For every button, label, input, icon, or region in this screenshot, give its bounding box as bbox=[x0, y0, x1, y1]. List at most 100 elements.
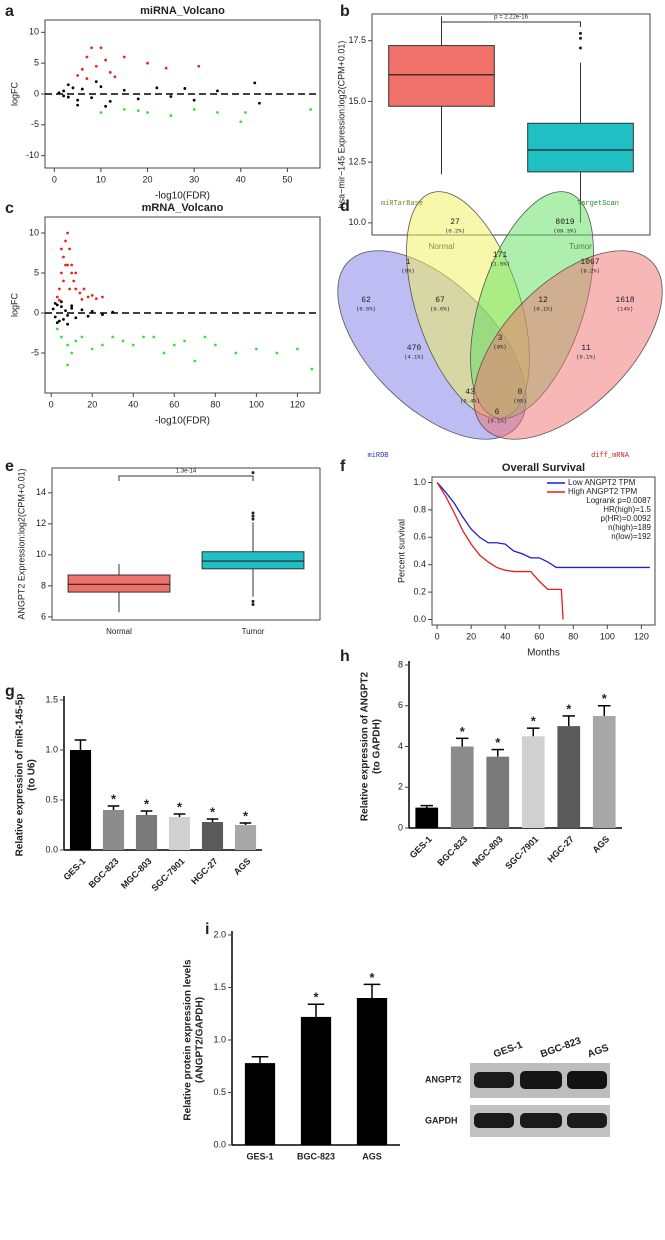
panel: e 6 8 10 12 14 ANGPT2 Expression:log2(CPM+0.01… bbox=[5, 458, 321, 636]
chart-title: mRNA_Volcano bbox=[142, 202, 224, 214]
point bbox=[146, 111, 149, 114]
point bbox=[239, 120, 243, 124]
bar bbox=[102, 810, 125, 850]
blot-band bbox=[474, 1113, 514, 1128]
venn-count: 27 bbox=[450, 218, 460, 227]
panel-letter: d bbox=[340, 198, 350, 215]
y-axis-label: logFC bbox=[9, 293, 19, 318]
x-tick-label: SGC-7901 bbox=[149, 856, 186, 893]
significance-mark: * bbox=[210, 804, 216, 819]
venn: miRDB miRTarBase TargetScan diff_mRNA 27(0.2… bbox=[337, 191, 663, 460]
chart-title: miRNA_Volcano bbox=[140, 5, 225, 17]
blot-band bbox=[567, 1071, 607, 1089]
point bbox=[108, 71, 112, 74]
point bbox=[70, 271, 74, 275]
point bbox=[62, 255, 65, 259]
point bbox=[90, 96, 94, 100]
significance-mark: * bbox=[531, 714, 537, 729]
y-axis-label: hsa−mir−145 Expression:log2(CPM+0.01) bbox=[336, 41, 346, 209]
venn-percent: (0%) bbox=[493, 343, 506, 350]
point bbox=[309, 108, 313, 111]
x-tick-label: GES-1 bbox=[408, 834, 434, 860]
venn-percent: (0.1%) bbox=[576, 353, 596, 360]
panel-letter: c bbox=[5, 200, 14, 217]
point bbox=[197, 64, 201, 68]
y-axis-label: Relative protein expression levels bbox=[183, 959, 194, 1121]
legend-note: n(high)=189 bbox=[608, 523, 651, 532]
point bbox=[64, 309, 67, 312]
point bbox=[101, 295, 104, 299]
y-axis-label: Relative expression of ANGPT2 bbox=[360, 672, 371, 822]
y-tick-label: 1.0 bbox=[213, 1034, 226, 1044]
outlier bbox=[251, 511, 255, 515]
legend-note: n(low)=192 bbox=[611, 532, 651, 541]
x-tick-label: 0 bbox=[52, 174, 57, 184]
panel: h 0 2 4 6 8 Relative expression of ANGPT2 (to G… bbox=[340, 648, 622, 871]
point bbox=[90, 310, 94, 313]
significance-bracket bbox=[118, 475, 254, 481]
y-tick-label: 10.0 bbox=[348, 217, 366, 227]
y-tick-label: 17.5 bbox=[348, 35, 366, 45]
plot-frame bbox=[44, 216, 321, 394]
point bbox=[192, 108, 196, 111]
point bbox=[113, 75, 117, 79]
x-tick-label: BGC-823 bbox=[87, 856, 121, 890]
x-tick-label: BGC-823 bbox=[435, 834, 469, 868]
bar bbox=[557, 726, 581, 828]
y-tick-label: 0.5 bbox=[45, 794, 58, 804]
point bbox=[60, 305, 63, 308]
x-tick-label: GES-1 bbox=[61, 856, 87, 882]
venn-count: 8019 bbox=[555, 218, 574, 227]
x-tick-label: AGS bbox=[590, 834, 611, 855]
legend-note: HR(high)=1.5 bbox=[603, 505, 651, 514]
point bbox=[68, 247, 72, 251]
x-tick-label: 20 bbox=[87, 399, 97, 409]
point bbox=[60, 300, 63, 304]
point bbox=[78, 291, 82, 295]
y-tick-label: 6 bbox=[41, 611, 46, 621]
y-tick-label: 15.0 bbox=[348, 96, 366, 106]
significance-mark: * bbox=[495, 735, 501, 750]
point bbox=[80, 335, 84, 339]
point bbox=[213, 343, 217, 347]
point bbox=[131, 343, 135, 347]
venn-count: 470 bbox=[407, 344, 422, 353]
x-tick-label: 10 bbox=[96, 174, 106, 184]
point bbox=[62, 318, 65, 321]
venn-count: 11 bbox=[581, 344, 591, 353]
panel: g 0.0 0.5 1.0 1.5 Relative expression of miR-… bbox=[5, 683, 262, 893]
blot-lane-label: GES-1 bbox=[492, 1040, 524, 1061]
bar bbox=[592, 715, 616, 828]
point bbox=[70, 263, 74, 267]
outlier bbox=[579, 36, 582, 40]
point bbox=[136, 109, 140, 113]
x-tick-label: Normal bbox=[106, 627, 132, 636]
y-tick-label: 1.0 bbox=[413, 477, 426, 487]
box bbox=[388, 45, 495, 107]
point bbox=[253, 81, 257, 85]
point bbox=[169, 114, 173, 117]
x-tick-label: 100 bbox=[600, 631, 615, 641]
point bbox=[111, 335, 115, 339]
point bbox=[66, 314, 69, 317]
venn-percent: (0%) bbox=[401, 267, 414, 274]
plot-frame bbox=[51, 467, 321, 621]
box bbox=[527, 122, 634, 173]
y-tick-label: 0.2 bbox=[413, 586, 426, 596]
point bbox=[152, 335, 156, 339]
significance-mark: * bbox=[460, 724, 466, 739]
x-tick-label: 40 bbox=[236, 174, 246, 184]
y-axis-label: ANGPT2 Expression:log2(CPM+0.01) bbox=[16, 468, 26, 619]
point bbox=[74, 271, 78, 275]
point bbox=[101, 343, 104, 347]
point bbox=[122, 88, 126, 92]
point bbox=[146, 61, 149, 65]
point bbox=[68, 287, 72, 291]
y-axis-label: Relative expression of miR-145-5p bbox=[15, 694, 26, 857]
y-tick-label: 8 bbox=[398, 659, 403, 669]
venn-percent: (0.5%) bbox=[356, 305, 376, 312]
box bbox=[201, 551, 305, 570]
blot-band bbox=[520, 1071, 562, 1089]
blot-band bbox=[567, 1113, 607, 1128]
